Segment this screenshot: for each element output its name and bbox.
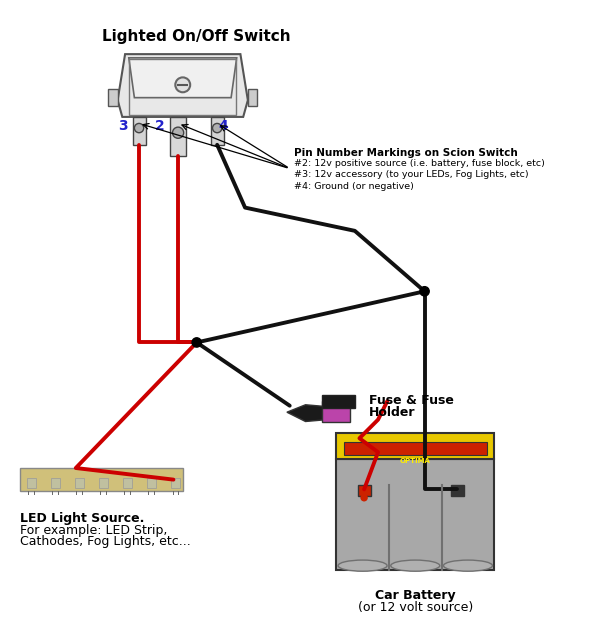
Circle shape [176, 78, 190, 92]
Circle shape [360, 494, 368, 501]
Text: Fuse & Fuse: Fuse & Fuse [369, 394, 454, 407]
Bar [248, 89, 257, 106]
Circle shape [192, 338, 201, 347]
Text: LED Light Source.: LED Light Source. [20, 512, 144, 525]
Bar [129, 59, 236, 114]
Bar [123, 478, 132, 488]
Polygon shape [129, 58, 237, 98]
Bar [98, 478, 108, 488]
Text: #3: 12v accessory (to your LEDs, Fog Lights, etc): #3: 12v accessory (to your LEDs, Fog Lig… [294, 171, 529, 179]
Polygon shape [287, 405, 327, 421]
Bar [451, 485, 464, 496]
Text: Pin Number Markings on Scion Switch: Pin Number Markings on Scion Switch [294, 148, 518, 158]
Bar [108, 89, 118, 106]
Ellipse shape [391, 560, 440, 571]
Bar [147, 478, 156, 488]
Circle shape [173, 127, 184, 138]
Ellipse shape [444, 560, 492, 571]
Bar [322, 394, 355, 409]
Text: For example: LED Strip,: For example: LED Strip, [20, 524, 167, 537]
Circle shape [420, 287, 429, 296]
Text: 3: 3 [118, 119, 128, 132]
Bar [75, 478, 84, 488]
Bar [211, 117, 224, 145]
Text: Holder: Holder [369, 406, 415, 419]
Bar [27, 478, 36, 488]
Text: Lighted On/Off Switch: Lighted On/Off Switch [102, 29, 291, 44]
Text: Cathodes, Fog Lights, etc...: Cathodes, Fog Lights, etc... [20, 535, 191, 548]
Bar [336, 432, 494, 459]
Text: #2: 12v positive source (i.e. battery, fuse block, etc): #2: 12v positive source (i.e. battery, f… [294, 159, 545, 168]
Circle shape [134, 123, 144, 132]
Text: (or 12 volt source): (or 12 volt source) [358, 601, 473, 614]
Bar [336, 459, 494, 570]
Bar [358, 485, 370, 496]
Bar [51, 478, 60, 488]
Circle shape [213, 123, 222, 132]
Ellipse shape [338, 560, 387, 571]
Polygon shape [118, 54, 248, 117]
Text: #4: Ground (or negative): #4: Ground (or negative) [294, 181, 414, 191]
Bar [133, 117, 145, 145]
Bar [20, 468, 183, 491]
Bar [322, 401, 350, 421]
Text: Car Battery: Car Battery [375, 589, 455, 602]
Bar [170, 117, 187, 156]
Text: 4: 4 [218, 119, 228, 132]
Bar [343, 442, 487, 455]
Bar [171, 478, 180, 488]
Text: OPTIMA: OPTIMA [400, 459, 431, 464]
Text: 2: 2 [155, 119, 165, 132]
